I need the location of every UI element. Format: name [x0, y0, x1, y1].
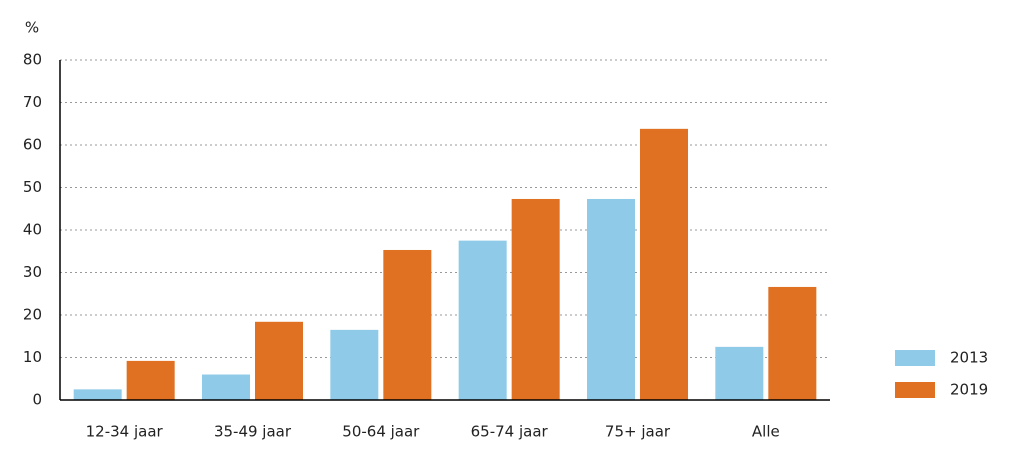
x-tick-label: 75+ jaar: [605, 423, 671, 441]
bar: [330, 329, 379, 400]
x-tick-label: 65-74 jaar: [471, 423, 549, 441]
y-tick-label: 10: [23, 348, 42, 366]
y-tick-label: 30: [23, 263, 42, 281]
bar: [511, 198, 560, 400]
bar: [715, 346, 764, 400]
x-tick-label: 12-34 jaar: [86, 423, 164, 441]
bar: [73, 389, 122, 400]
legend-label: 2019: [950, 381, 988, 399]
y-tick-label: 40: [23, 221, 42, 239]
bar: [768, 286, 817, 400]
bar: [255, 321, 303, 400]
x-tick-label: 35-49 jaar: [214, 423, 292, 441]
y-tick-label: 20: [23, 306, 42, 324]
bar: [640, 128, 688, 400]
y-axis-label: %: [25, 19, 39, 37]
bar: [383, 249, 432, 400]
y-tick-label: 70: [23, 93, 42, 111]
x-tick-label: 50-64 jaar: [342, 423, 420, 441]
legend-swatch: [895, 382, 935, 398]
y-tick-label: 60: [23, 136, 42, 154]
legend-label: 2013: [950, 349, 988, 367]
bar: [126, 360, 175, 400]
x-tick-label: Alle: [752, 423, 780, 441]
y-tick-label: 0: [32, 391, 42, 409]
legend-swatch: [895, 350, 935, 366]
y-tick-label: 80: [23, 51, 42, 69]
bar: [587, 198, 635, 400]
bar: [458, 240, 507, 400]
bar: [202, 374, 250, 400]
y-tick-label: 50: [23, 178, 42, 196]
